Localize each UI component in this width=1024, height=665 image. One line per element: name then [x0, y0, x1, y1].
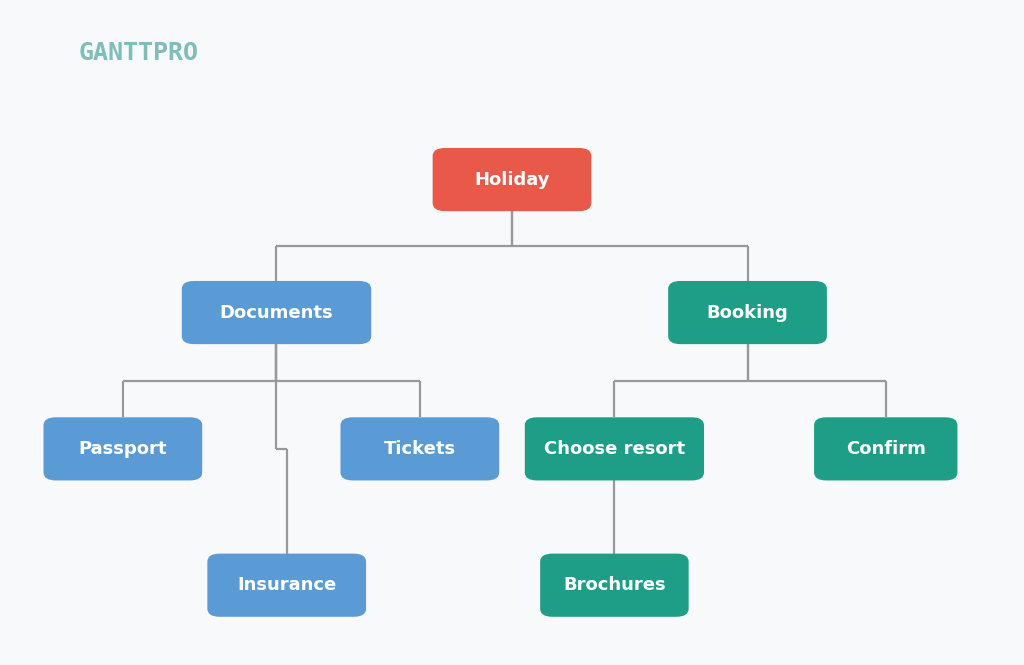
FancyBboxPatch shape — [541, 553, 688, 617]
Text: Confirm: Confirm — [846, 440, 926, 458]
Text: GANTTPRO: GANTTPRO — [78, 41, 199, 65]
FancyBboxPatch shape — [182, 281, 372, 344]
FancyBboxPatch shape — [340, 418, 499, 480]
FancyBboxPatch shape — [668, 281, 827, 344]
Text: Choose resort: Choose resort — [544, 440, 685, 458]
FancyBboxPatch shape — [524, 418, 705, 480]
FancyBboxPatch shape — [432, 148, 592, 211]
Text: Passport: Passport — [79, 440, 167, 458]
Text: Tickets: Tickets — [384, 440, 456, 458]
Text: Documents: Documents — [220, 303, 333, 322]
FancyBboxPatch shape — [814, 418, 957, 480]
Text: Brochures: Brochures — [563, 576, 666, 595]
Text: Insurance: Insurance — [238, 576, 336, 595]
Text: Holiday: Holiday — [474, 170, 550, 189]
Text: Booking: Booking — [707, 303, 788, 322]
FancyBboxPatch shape — [207, 553, 367, 617]
FancyBboxPatch shape — [43, 418, 203, 480]
